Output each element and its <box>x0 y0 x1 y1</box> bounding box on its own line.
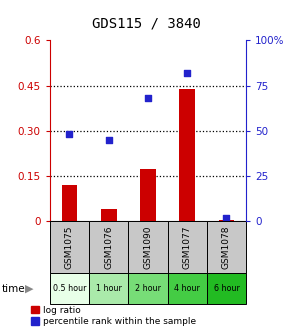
Text: 0.5 hour: 0.5 hour <box>53 284 86 293</box>
Bar <box>128 273 168 304</box>
Text: time: time <box>1 284 25 294</box>
Text: GSM1090: GSM1090 <box>144 225 152 269</box>
Bar <box>179 89 195 221</box>
Point <box>224 215 229 220</box>
Text: 6 hour: 6 hour <box>214 284 239 293</box>
Bar <box>207 221 246 273</box>
Bar <box>89 221 128 273</box>
Bar <box>168 273 207 304</box>
Text: GSM1077: GSM1077 <box>183 225 192 269</box>
Point <box>146 95 150 101</box>
Bar <box>219 220 234 221</box>
Point <box>185 70 190 76</box>
Bar <box>89 273 128 304</box>
Bar <box>50 221 89 273</box>
Bar <box>50 273 89 304</box>
Legend: log ratio, percentile rank within the sample: log ratio, percentile rank within the sa… <box>31 306 196 326</box>
Bar <box>207 273 246 304</box>
Text: GSM1076: GSM1076 <box>104 225 113 269</box>
Text: GSM1075: GSM1075 <box>65 225 74 269</box>
Text: 1 hour: 1 hour <box>96 284 122 293</box>
Bar <box>101 209 117 221</box>
Point <box>106 137 111 142</box>
Text: GSM1078: GSM1078 <box>222 225 231 269</box>
Text: 4 hour: 4 hour <box>174 284 200 293</box>
Point <box>67 132 72 137</box>
Text: 2 hour: 2 hour <box>135 284 161 293</box>
Text: GDS115 / 3840: GDS115 / 3840 <box>92 16 201 30</box>
Text: ▶: ▶ <box>25 284 33 294</box>
Bar <box>140 169 156 221</box>
Bar <box>168 221 207 273</box>
Bar <box>128 221 168 273</box>
Bar <box>62 185 77 221</box>
